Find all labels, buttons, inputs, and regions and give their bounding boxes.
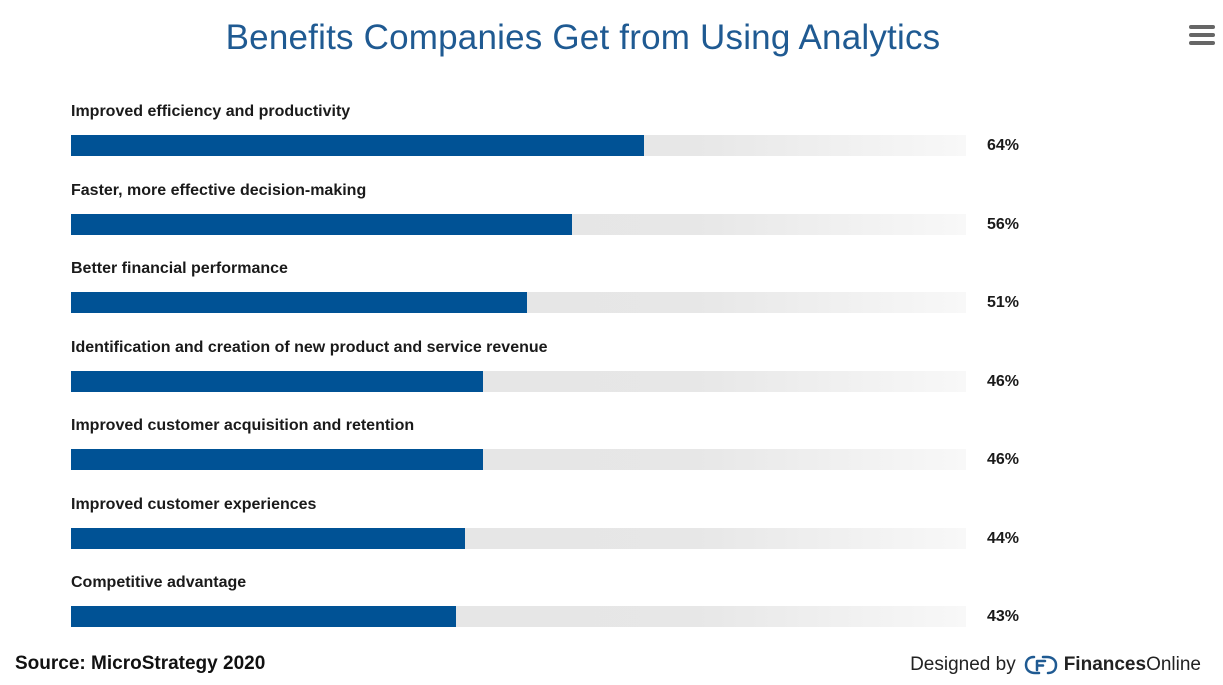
bar[interactable] [71, 449, 483, 470]
bar-group: Improved efficiency and productivity 64% [71, 103, 1071, 182]
bar-category-label: Better financial performance [71, 260, 288, 277]
designed-by-label: Designed by [910, 654, 1016, 675]
bar-group: Faster, more effective decision-making 56… [71, 182, 1071, 261]
bar[interactable] [71, 213, 573, 235]
bar-category-label: Identification and creation of new produ… [71, 338, 548, 356]
bar-value-label: 43% [987, 608, 1020, 625]
bar-track [71, 213, 966, 235]
bar-track [71, 292, 966, 313]
bar[interactable] [71, 292, 528, 313]
bar-track [71, 135, 966, 156]
bar-group: Improved customer experiences 44% [71, 496, 1071, 575]
bar-track [71, 449, 966, 470]
bar-value-label: 56% [987, 215, 1020, 233]
bar[interactable] [71, 135, 644, 156]
designer-credit[interactable]: Designed by FinancesOnline [910, 653, 1201, 677]
bar-track [71, 527, 966, 549]
bar-value-label: 46% [987, 372, 1020, 390]
bar-chart: Improved efficiency and productivity 64% F… [71, 103, 1071, 653]
bar-value-label: 46% [987, 451, 1020, 468]
brand-name: FinancesOnline [1064, 654, 1201, 676]
chart-title: Benefits Companies Get from Using Analyt… [225, 18, 941, 57]
bar-value-label: 44% [987, 529, 1020, 547]
bar-group: Better financial performance 51% [71, 260, 1071, 339]
bar-track [71, 370, 966, 392]
source-note: Source: MicroStrategy 2020 [15, 653, 266, 674]
bar[interactable] [71, 527, 465, 549]
bar-category-label: Improved customer acquisition and retent… [71, 417, 415, 434]
bar-category-label: Competitive advantage [71, 574, 247, 591]
bar-category-label: Improved customer experiences [71, 495, 317, 513]
bar-group: Competitive advantage 43% [71, 574, 1071, 653]
hamburger-menu-icon[interactable] [1189, 25, 1215, 47]
bar-group: Improved customer acquisition and retent… [71, 417, 1071, 496]
menu-line [1189, 41, 1215, 45]
bar-track [71, 606, 966, 627]
financesonline-logo-icon [1024, 655, 1057, 675]
bar[interactable] [71, 370, 483, 392]
bar-category-label: Improved efficiency and productivity [71, 103, 351, 120]
menu-line [1189, 25, 1215, 29]
bar-value-label: 51% [987, 294, 1020, 311]
menu-line [1189, 33, 1215, 37]
bar-group: Identification and creation of new produ… [71, 339, 1071, 418]
bar-value-label: 64% [987, 137, 1020, 154]
brand-name-light: Online [1146, 654, 1201, 675]
brand-name-bold: Finances [1063, 654, 1147, 675]
bar-category-label: Faster, more effective decision-making [71, 181, 367, 199]
bar[interactable] [71, 606, 456, 627]
